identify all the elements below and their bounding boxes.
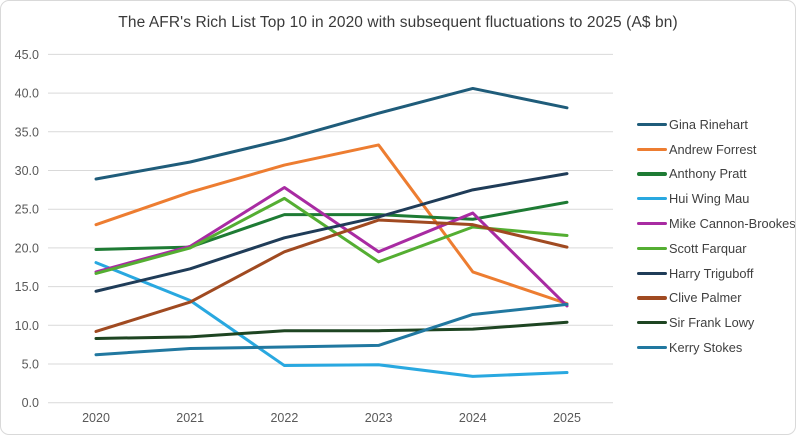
series-line-clive-palmer[interactable]: [94, 218, 569, 333]
y-tick-label: 30.0: [15, 164, 39, 178]
legend-label: Hui Wing Mau: [669, 191, 750, 207]
legend-item-anthony-pratt[interactable]: Anthony Pratt: [637, 162, 795, 187]
legend-item-sir-frank-lowy[interactable]: Sir Frank Lowy: [637, 310, 795, 335]
legend-item-scott-farquar[interactable]: Scott Farquar: [637, 236, 795, 261]
legend-swatch-icon: [637, 296, 667, 300]
legend-swatch-icon: [637, 271, 667, 275]
series-line-andrew-forrest[interactable]: [94, 143, 569, 306]
y-tick-label: 45.0: [15, 48, 39, 62]
x-tick-label: 2022: [270, 411, 298, 425]
legend-label: Clive Palmer: [669, 290, 742, 306]
legend-label: Scott Farquar: [669, 240, 747, 256]
x-axis-tick-labels: 2020 2021 2022 2023 2024 2025: [82, 411, 581, 425]
legend-swatch-icon: [637, 172, 667, 176]
x-tick-label: 2024: [459, 411, 487, 425]
legend-swatch-icon: [637, 321, 667, 325]
y-tick-label: 35.0: [15, 125, 39, 139]
legend-item-clive-palmer[interactable]: Clive Palmer: [637, 286, 795, 311]
y-tick-label: 25.0: [15, 203, 39, 217]
legend-swatch-icon: [637, 246, 667, 250]
y-tick-label: 5.0: [22, 358, 39, 372]
legend-item-andrew-forrest[interactable]: Andrew Forrest: [637, 137, 795, 162]
legend-label: Harry Triguboff: [669, 265, 754, 281]
legend-label: Anthony Pratt: [669, 166, 747, 182]
y-tick-label: 20.0: [15, 241, 39, 255]
chart-title: The AFR's Rich List Top 10 in 2020 with …: [118, 14, 678, 31]
series-line-gina-rinehart[interactable]: [94, 86, 569, 181]
series-line-anthony-pratt[interactable]: [94, 200, 569, 251]
x-tick-label: 2025: [553, 411, 581, 425]
legend-item-harry-triguboff[interactable]: Harry Triguboff: [637, 261, 795, 286]
series-line-sir-frank-lowy[interactable]: [94, 320, 569, 340]
y-tick-label: 40.0: [15, 87, 39, 101]
legend-label: Kerry Stokes: [669, 340, 743, 356]
x-tick-label: 2020: [82, 411, 110, 425]
legend-item-mike-cannon-brookes[interactable]: Mike Cannon-Brookes: [637, 211, 796, 236]
legend-item-hui-wing-mau[interactable]: Hui Wing Mau: [637, 186, 795, 211]
legend-label: Gina Rinehart: [669, 116, 748, 132]
y-axis-tick-labels: 0.0 5.0 10.0 15.0 20.0 25.0 30.0 35.0 40.0 45.0: [15, 48, 39, 410]
legend-swatch-icon: [637, 197, 667, 201]
legend-item-kerry-stokes[interactable]: Kerry Stokes: [637, 335, 795, 360]
legend-swatch-icon: [637, 147, 667, 151]
series-line-harry-triguboff[interactable]: [94, 172, 569, 293]
legend-label: Andrew Forrest: [669, 141, 757, 157]
legend: Gina Rinehart Andrew Forrest Anthony Pratt…: [637, 112, 796, 360]
legend-label: Sir Frank Lowy: [669, 315, 755, 331]
y-tick-label: 10.0: [15, 319, 39, 333]
series-line-hui-wing-mau[interactable]: [94, 261, 569, 378]
legend-item-gina-rinehart[interactable]: Gina Rinehart: [637, 112, 795, 137]
series-line-kerry-stokes[interactable]: [94, 302, 569, 357]
x-tick-label: 2023: [365, 411, 393, 425]
legend-swatch-icon: [637, 122, 667, 126]
series-lines: [94, 86, 569, 378]
legend-swatch-icon: [637, 345, 667, 350]
y-tick-label: 15.0: [15, 280, 39, 294]
legend-swatch-icon: [637, 221, 667, 226]
x-tick-label: 2021: [176, 411, 204, 425]
legend-label: Mike Cannon-Brookes: [669, 216, 796, 232]
y-tick-label: 0.0: [22, 396, 39, 410]
